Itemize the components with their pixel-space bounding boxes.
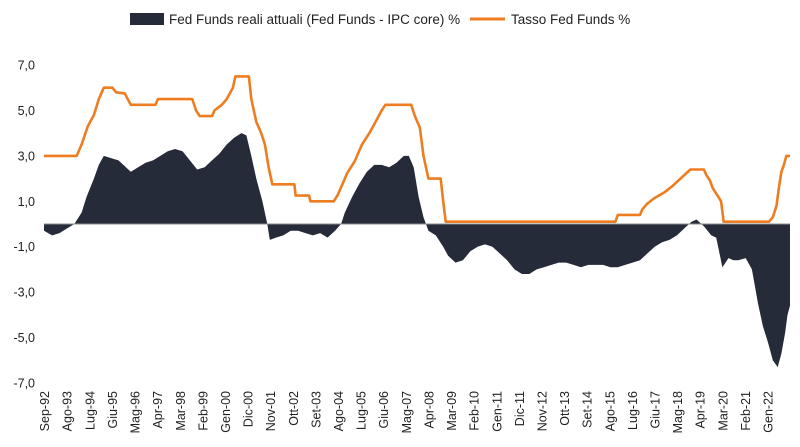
x-tick-label: Lug-16 (626, 391, 640, 430)
x-tick-label: Ago-93 (61, 391, 75, 431)
x-tick-label: Nov-12 (536, 391, 550, 431)
legend-label-nominal: Tasso Fed Funds % (511, 12, 630, 27)
series-area-real (44, 133, 790, 368)
x-tick-label: Mar-20 (716, 391, 730, 431)
x-tick-label: Apr-08 (422, 391, 436, 429)
x-tick-label: Giu-95 (106, 391, 120, 429)
x-tick-label: Apr-97 (151, 391, 165, 429)
x-tick-label: Feb-21 (739, 391, 753, 431)
y-tick-label: -1,0 (13, 240, 35, 254)
x-tick-label: Lug-94 (83, 391, 97, 430)
x-tick-label: Gen-00 (219, 391, 233, 433)
x-tick-label: Feb-99 (196, 391, 210, 431)
series-line-nominal (44, 75, 790, 223)
x-tick-label: Ott-02 (287, 391, 301, 426)
x-tick-label: Mar-09 (445, 391, 459, 431)
x-tick-label: Nov-01 (264, 391, 278, 431)
y-tick-label: -5,0 (13, 331, 35, 345)
x-tick-label: Sep-92 (38, 391, 52, 431)
legend: Fed Funds reali attuali (Fed Funds - IPC… (130, 12, 630, 27)
y-tick-label: -3,0 (13, 286, 35, 300)
x-tick-label: Mag-96 (129, 391, 143, 433)
x-tick-label: Giu-17 (649, 391, 663, 429)
x-tick-label: Gen-11 (490, 391, 504, 432)
x-tick-label: Set-03 (309, 391, 323, 428)
x-tick-label: Ago-04 (332, 391, 346, 431)
y-tick-label: -7,0 (13, 377, 35, 391)
x-tick-label: Dic-00 (242, 391, 256, 427)
legend-swatch-real (130, 13, 164, 25)
x-tick-label: Dic-11 (513, 391, 527, 426)
x-tick-label: Feb-10 (468, 391, 482, 431)
x-tick-label: Gen-22 (762, 391, 776, 433)
x-tick-label: Mar-98 (174, 391, 188, 431)
legend-label-real: Fed Funds reali attuali (Fed Funds - IPC… (169, 12, 460, 27)
y-axis: 7,0 5,0 3,0 1,0 -1,0 -3,0 -5,0 -7,0 (13, 59, 35, 391)
y-tick-label: 7,0 (18, 59, 35, 73)
x-tick-label: Lug-05 (355, 391, 369, 430)
x-tick-label: Ago-15 (603, 391, 617, 431)
y-tick-label: 3,0 (18, 149, 35, 163)
x-tick-label: Apr-19 (694, 391, 708, 429)
x-tick-label: Mag-18 (671, 391, 685, 433)
x-axis: Sep-92 Ago-93 Lug-94 Giu-95 Mag-96 Apr-97 Mar-… (38, 391, 775, 433)
x-tick-label: Ott-13 (558, 391, 572, 426)
y-tick-label: 5,0 (18, 104, 35, 118)
x-tick-label: Mag-07 (400, 391, 414, 433)
x-tick-label: Giu-06 (377, 391, 391, 429)
y-tick-label: 1,0 (18, 195, 35, 209)
x-tick-label: Set-14 (581, 391, 595, 428)
